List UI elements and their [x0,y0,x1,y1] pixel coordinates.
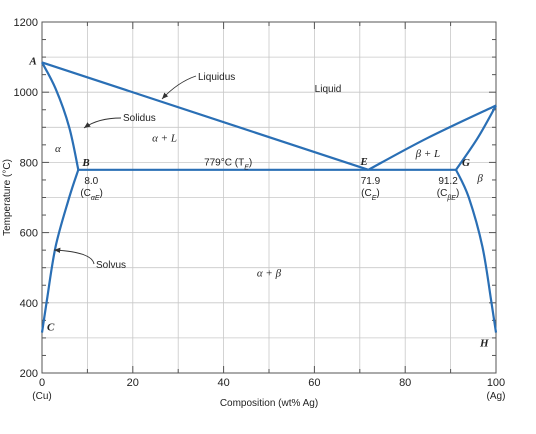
solidus-label: Solidus [123,113,156,124]
y-tick-label: 600 [20,228,38,240]
grid [42,22,496,373]
x-tick-label: 100 [487,377,505,389]
alpha-region-label: α [55,143,61,155]
liquidus-leader [161,75,197,100]
alpha-solidus-curve [41,61,80,171]
alpha-plus-liquid-label: α + L [152,132,177,144]
solvus-label: Solvus [96,260,126,271]
x-tick-label: 40 [217,377,229,389]
B-comp-label: (CαE) [80,188,103,202]
G-comp-label: (CβE) [437,188,460,202]
y-axis-label: Temperature (°C) [2,159,13,236]
alpha-solvus-curve [40,169,80,333]
beta-solvus-curve [455,169,498,333]
x-tick-label: 0 [39,377,45,389]
beta-plus-liquid-label: β + L [415,148,441,160]
y-tick-label: 200 [20,368,38,380]
B-value-label: 8.0 [84,176,98,187]
liquidus-label: Liquidus [198,72,235,83]
point-label-E: E [359,156,367,168]
y-tick-label: 1200 [14,17,38,29]
point-label-C: C [47,322,55,334]
y-tick-label: 1000 [14,87,38,99]
liquidus-left-curve [41,61,369,171]
point-label-H: H [479,338,489,350]
E-comp-label: (CE) [361,188,380,202]
x-end-label-left: (Cu) [32,391,51,402]
phase-boundaries [40,61,498,333]
point-label-A: A [28,55,36,67]
alpha-plus-beta-label: α + β [257,267,282,279]
E-value-label: 71.9 [361,176,381,187]
x-tick-label: 80 [399,377,411,389]
y-tick-label: 400 [20,298,38,310]
beta-solidus-curve [455,104,497,171]
x-tick-label: 20 [127,377,139,389]
x-tick-label: 60 [308,377,320,389]
solvus-leader [53,247,95,265]
annotations: A B C E G H 8.0(CαE) 71.9(CE) 91.2(CβE) Liquid α α … [28,55,489,349]
y-tick-label: 800 [20,157,38,169]
liquid-region-label: Liquid [315,84,342,95]
axes: 0 20 40 60 80 100 200 400 600 800 1000 1200 (Cu) (Ag)… [2,17,505,409]
point-label-B: B [81,157,89,169]
x-end-label-right: (Ag) [487,391,506,402]
x-axis-label: Composition (wt% Ag) [220,398,318,409]
isotherm-label: 779°C (TE) [204,158,252,172]
liquidus-right-curve [367,104,497,171]
point-label-G: G [462,157,470,169]
G-value-label: 91.2 [438,176,458,187]
beta-region-label: β [476,173,483,185]
solidus-leader [83,117,122,129]
